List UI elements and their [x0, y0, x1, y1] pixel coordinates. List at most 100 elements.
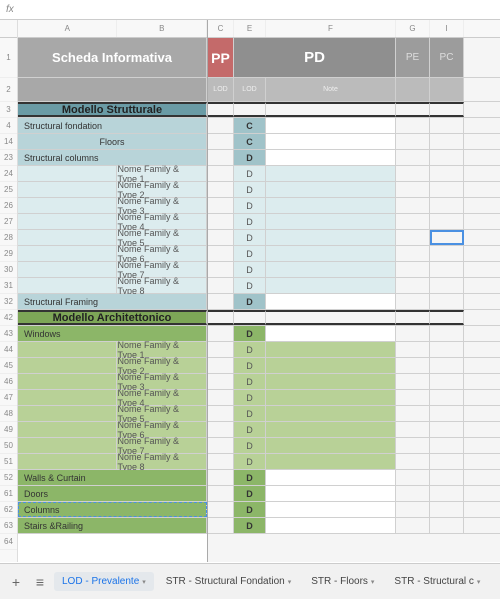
lod-cell[interactable]: C [234, 118, 266, 133]
all-sheets-button[interactable]: ≡ [30, 572, 50, 592]
row-header[interactable]: 61 [0, 486, 17, 502]
col-header-b[interactable]: B [117, 20, 207, 37]
col-header-f[interactable]: F [266, 20, 396, 37]
lod-cell[interactable]: D [234, 502, 266, 517]
row-header[interactable]: 49 [0, 422, 17, 438]
lod-cell[interactable]: D [234, 262, 266, 277]
row-header[interactable]: 52 [0, 470, 17, 486]
note-cell[interactable] [266, 406, 396, 421]
cell[interactable] [430, 374, 464, 389]
row-header[interactable]: 23 [0, 150, 17, 166]
note-cell[interactable] [266, 358, 396, 373]
cell[interactable] [430, 518, 464, 533]
row-header[interactable]: 46 [0, 374, 17, 390]
lod-cell[interactable]: D [234, 422, 266, 437]
row-header[interactable]: 29 [0, 246, 17, 262]
sheet-tab[interactable]: STR - Structural c▾ [386, 572, 488, 591]
row-header[interactable]: 4 [0, 118, 17, 134]
row-label[interactable]: Nome Family & Type 8 [117, 454, 207, 469]
col-header-c[interactable]: C [208, 20, 234, 37]
lod-cell[interactable]: C [234, 134, 266, 149]
cell[interactable] [430, 166, 464, 181]
cell[interactable] [430, 262, 464, 277]
col-header-g[interactable]: G [396, 20, 430, 37]
note-cell[interactable] [266, 262, 396, 277]
note-cell[interactable] [266, 294, 396, 309]
row-header[interactable]: 51 [0, 454, 17, 470]
tab-dropdown-icon[interactable]: ▾ [288, 578, 292, 586]
row-label[interactable]: Structural Framing [18, 294, 207, 309]
cell[interactable] [430, 390, 464, 405]
row-header[interactable]: 31 [0, 278, 17, 294]
note-cell[interactable] [266, 246, 396, 261]
cell[interactable] [430, 358, 464, 373]
row-header[interactable]: 2 [0, 78, 17, 102]
cell[interactable] [430, 230, 464, 245]
cell[interactable] [430, 422, 464, 437]
cell[interactable] [430, 150, 464, 165]
sheet-tab[interactable]: STR - Structural Fondation▾ [158, 572, 299, 591]
cell[interactable] [430, 326, 464, 341]
cell[interactable] [430, 198, 464, 213]
lod-cell[interactable]: D [234, 166, 266, 181]
row-header[interactable]: 30 [0, 262, 17, 278]
col-header-a[interactable]: A [18, 20, 117, 37]
note-cell[interactable] [266, 486, 396, 501]
lod-cell[interactable]: D [234, 374, 266, 389]
row-header[interactable]: 24 [0, 166, 17, 182]
row-header[interactable]: 42 [0, 310, 17, 326]
lod-cell[interactable]: D [234, 150, 266, 165]
lod-cell[interactable]: D [234, 246, 266, 261]
cell[interactable] [430, 182, 464, 197]
note-cell[interactable] [266, 470, 396, 485]
note-cell[interactable] [266, 214, 396, 229]
cell[interactable] [430, 454, 464, 469]
row-label[interactable]: Columns [18, 502, 207, 517]
cell[interactable] [430, 246, 464, 261]
row-label[interactable]: Floors [18, 134, 207, 149]
row-header[interactable]: 45 [0, 358, 17, 374]
cell[interactable] [430, 278, 464, 293]
note-cell[interactable] [266, 438, 396, 453]
lod-cell[interactable]: D [234, 230, 266, 245]
col-header-e[interactable]: E [234, 20, 266, 37]
cell[interactable] [430, 502, 464, 517]
cell[interactable] [430, 118, 464, 133]
note-cell[interactable] [266, 118, 396, 133]
lod-cell[interactable]: D [234, 406, 266, 421]
row-label[interactable]: Stairs &Railing [18, 518, 207, 533]
row-header[interactable]: 27 [0, 214, 17, 230]
tab-dropdown-icon[interactable]: ▾ [371, 578, 375, 586]
lod-cell[interactable]: D [234, 198, 266, 213]
cell[interactable] [430, 134, 464, 149]
sheet-tab[interactable]: LOD - Prevalente▾ [54, 572, 154, 591]
cell[interactable] [430, 406, 464, 421]
sheet-tab[interactable]: STR - Floors▾ [303, 572, 382, 591]
cell[interactable] [430, 470, 464, 485]
note-cell[interactable] [266, 518, 396, 533]
row-header[interactable]: 64 [0, 534, 17, 550]
cell[interactable] [430, 342, 464, 357]
row-label[interactable]: Doors [18, 486, 207, 501]
cell[interactable] [430, 438, 464, 453]
row-header[interactable]: 32 [0, 294, 17, 310]
note-cell[interactable] [266, 422, 396, 437]
row-header[interactable]: 44 [0, 342, 17, 358]
lod-cell[interactable]: D [234, 326, 266, 341]
lod-cell[interactable]: D [234, 470, 266, 485]
row-header[interactable]: 14 [0, 134, 17, 150]
lod-cell[interactable]: D [234, 214, 266, 229]
note-cell[interactable] [266, 326, 396, 341]
row-label[interactable]: Walls & Curtain [18, 470, 207, 485]
tab-dropdown-icon[interactable]: ▾ [142, 578, 146, 586]
note-cell[interactable] [266, 374, 396, 389]
row-header[interactable]: 48 [0, 406, 17, 422]
row-header[interactable]: 43 [0, 326, 17, 342]
row-header[interactable]: 3 [0, 102, 17, 118]
note-cell[interactable] [266, 182, 396, 197]
lod-cell[interactable]: D [234, 182, 266, 197]
row-header[interactable]: 62 [0, 502, 17, 518]
add-sheet-button[interactable]: + [6, 572, 26, 592]
cell[interactable] [430, 214, 464, 229]
note-cell[interactable] [266, 390, 396, 405]
